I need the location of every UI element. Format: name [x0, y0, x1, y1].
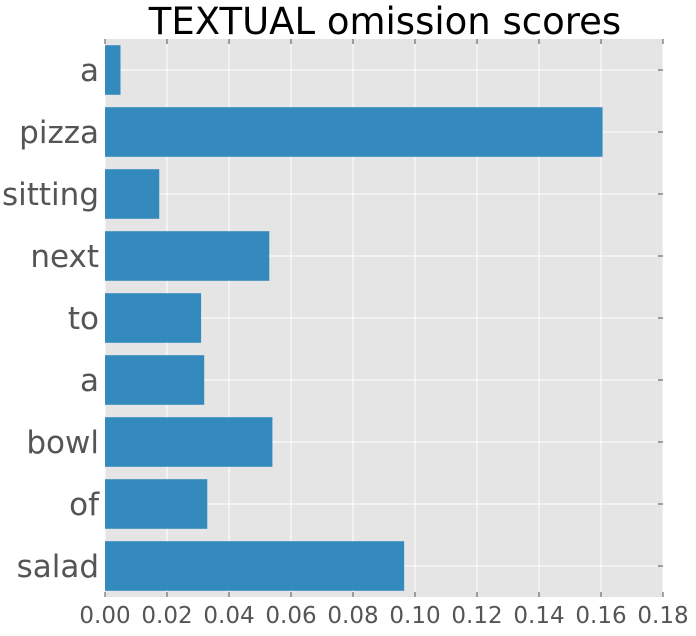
bar-salad [105, 541, 405, 591]
y-tick-labels: a pizza sitting next to a bowl of salad [2, 53, 100, 585]
bar-a [105, 355, 205, 405]
x-tick-label: 0.18 [637, 603, 688, 629]
x-tick-label: 0.04 [203, 603, 254, 629]
x-tick-label: 0.12 [451, 603, 502, 629]
bar-next [105, 231, 270, 281]
tick-marks [104, 39, 664, 597]
bars [105, 45, 603, 591]
bar-bowl [105, 417, 273, 467]
y-tick-label: a [80, 53, 99, 89]
x-tick-label: 0.16 [575, 603, 626, 629]
bar-pizza [105, 107, 603, 157]
bar-of [105, 479, 208, 529]
bar-sitting [105, 169, 160, 219]
x-tick-label: 0.02 [141, 603, 192, 629]
x-tick-labels: 0.00 0.02 0.04 0.06 0.08 0.10 0.12 0.14 0.16 0.18 [79, 603, 688, 629]
chart-title: TEXTUAL omission scores [148, 0, 621, 43]
y-tick-label: bowl [26, 425, 99, 461]
bar-to [105, 293, 202, 343]
y-tick-label: of [69, 487, 100, 523]
y-tick-label: salad [17, 549, 99, 585]
y-tick-label: pizza [19, 115, 99, 151]
x-tick-label: 0.00 [79, 603, 130, 629]
bar-a [105, 45, 121, 95]
x-tick-label: 0.06 [265, 603, 316, 629]
y-tick-label: next [30, 239, 99, 275]
x-tick-label: 0.14 [513, 603, 564, 629]
y-tick-label: to [68, 301, 99, 337]
x-tick-label: 0.10 [389, 603, 440, 629]
x-tick-label: 0.08 [327, 603, 378, 629]
y-tick-label: a [80, 363, 99, 399]
y-tick-label: sitting [2, 177, 99, 213]
